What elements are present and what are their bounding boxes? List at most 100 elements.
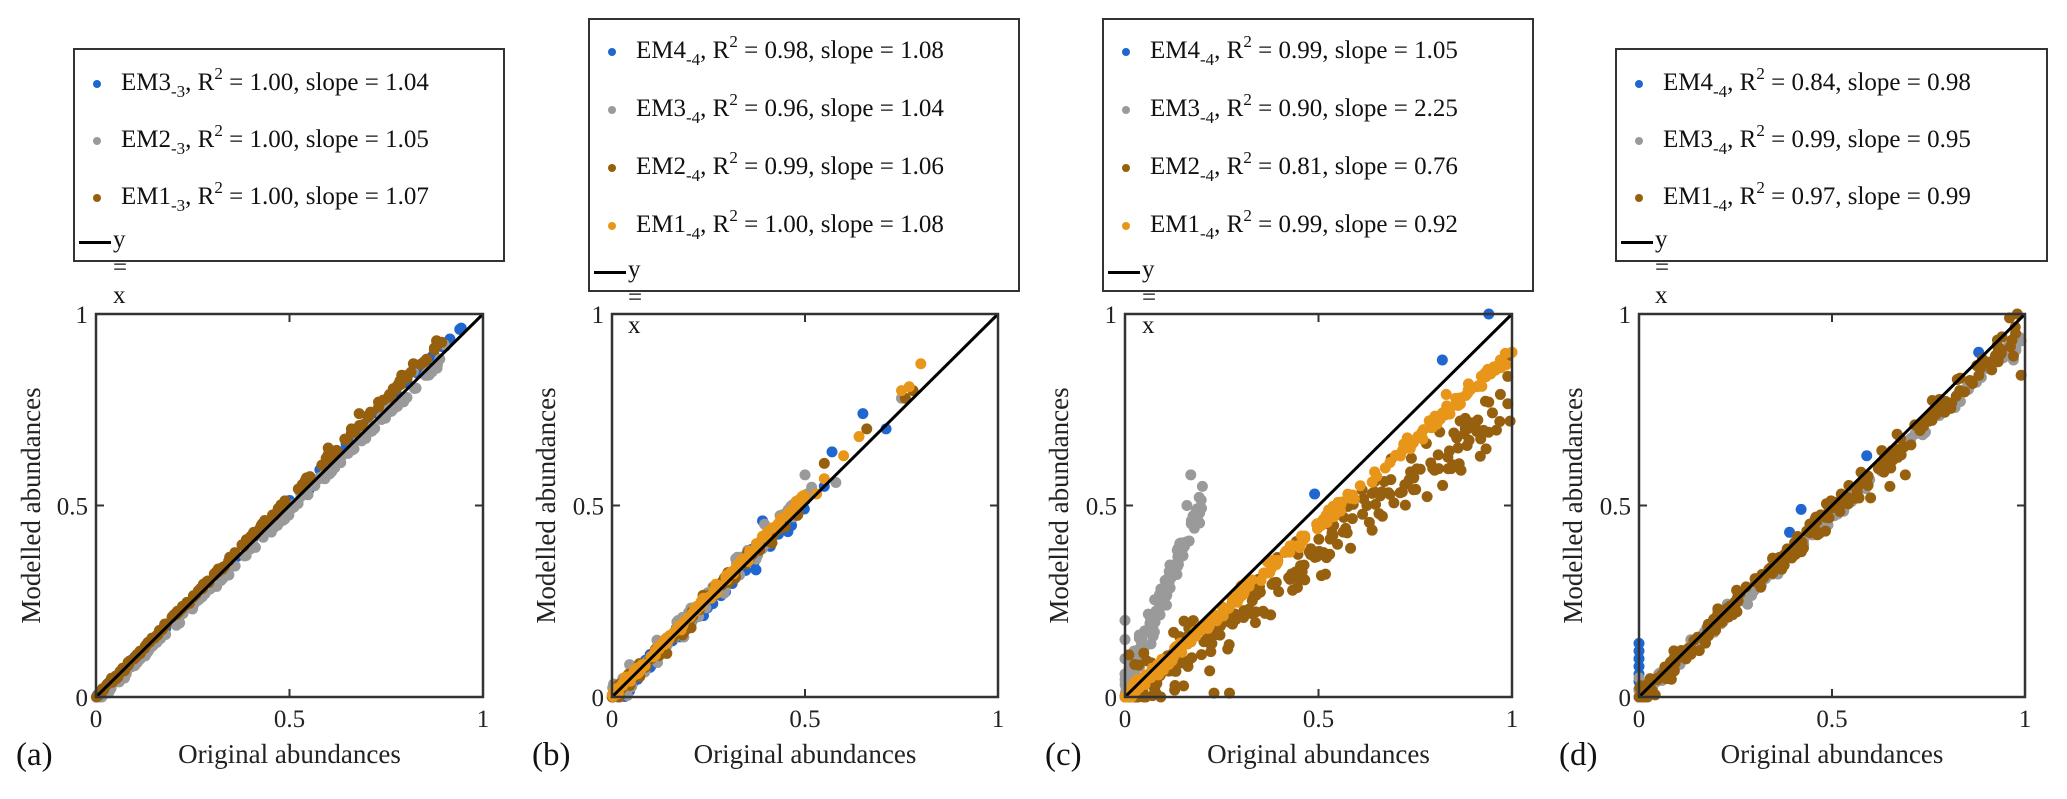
data-point	[1913, 424, 1925, 436]
data-point	[771, 521, 783, 533]
data-point	[1287, 584, 1299, 596]
data-point	[1767, 553, 1779, 565]
data-point	[1171, 569, 1183, 581]
data-point	[1214, 620, 1226, 632]
data-point	[907, 385, 919, 397]
data-point	[735, 554, 747, 566]
data-point	[1444, 402, 1456, 414]
data-point	[1123, 672, 1135, 684]
data-point	[1719, 605, 1731, 617]
data-point	[1214, 629, 1226, 641]
data-point	[1676, 647, 1688, 659]
data-point	[721, 573, 733, 585]
data-point	[678, 615, 690, 627]
data-point	[1119, 691, 1131, 703]
data-point	[747, 548, 759, 560]
data-point	[1741, 588, 1753, 600]
data-point	[1703, 623, 1715, 635]
data-point	[708, 581, 720, 593]
legend-d: EM4-4, R2 = 0.84, slope = 0.98 EM3-4, R2…	[1615, 48, 2048, 309]
data-point	[1191, 503, 1203, 515]
data-point	[1692, 634, 1704, 646]
data-point	[1171, 647, 1183, 659]
data-point	[1945, 402, 1957, 414]
data-point	[786, 506, 798, 518]
data-point	[1459, 422, 1471, 434]
data-point	[880, 423, 892, 435]
data-point	[1250, 589, 1262, 601]
data-point	[1469, 419, 1481, 431]
data-point	[674, 622, 686, 634]
data-point	[1357, 508, 1369, 520]
data-point	[1284, 573, 1296, 585]
slope-value: 2.25	[1414, 95, 1458, 122]
data-point	[1944, 399, 1956, 411]
data-point	[1465, 384, 1477, 396]
data-point	[1394, 487, 1406, 499]
data-point	[1198, 619, 1210, 631]
x-tick-label: 0.5	[274, 706, 305, 733]
data-point	[1158, 596, 1170, 608]
data-point	[1951, 373, 1963, 385]
data-point	[1222, 643, 1234, 655]
data-point	[1941, 402, 1953, 414]
series-name: EM3	[121, 69, 171, 96]
data-point	[609, 684, 621, 696]
data-point	[621, 689, 633, 701]
data-point	[1147, 622, 1159, 634]
data-point	[1179, 537, 1191, 549]
data-point	[1165, 571, 1177, 583]
data-point	[1686, 643, 1698, 655]
data-point	[1427, 462, 1439, 474]
data-point	[1769, 562, 1781, 574]
data-point	[1454, 415, 1466, 427]
data-point	[635, 663, 647, 675]
data-point	[1832, 508, 1844, 520]
data-point	[1238, 611, 1250, 623]
data-point	[626, 681, 638, 693]
data-point	[1140, 691, 1152, 703]
data-point	[2007, 350, 2019, 362]
reference-line-label: y = x	[628, 256, 643, 339]
data-point	[628, 667, 640, 679]
data-point	[1842, 498, 1854, 510]
data-point	[1174, 550, 1186, 562]
data-point	[667, 632, 679, 644]
data-point	[1196, 649, 1208, 661]
data-point	[606, 691, 618, 703]
data-point	[1258, 567, 1270, 579]
data-point	[638, 658, 650, 670]
data-point	[1324, 519, 1336, 531]
data-point	[1195, 623, 1207, 635]
data-point	[1267, 554, 1279, 566]
r2-value: 0.96	[764, 95, 809, 122]
data-point	[1206, 615, 1218, 627]
data-point	[1679, 645, 1691, 657]
data-point	[861, 423, 873, 435]
data-point	[1954, 395, 1966, 407]
x-tick-label: 0	[606, 706, 619, 733]
data-point	[743, 554, 755, 566]
data-point	[707, 581, 719, 593]
data-point	[1442, 405, 1454, 417]
data-point	[1148, 626, 1160, 638]
y-tick-label: 0.5	[1600, 494, 1631, 521]
data-point	[1466, 417, 1478, 429]
data-point	[1823, 509, 1835, 521]
data-point	[1192, 504, 1204, 516]
data-point	[1746, 589, 1758, 601]
data-point	[1128, 679, 1140, 691]
data-point	[1292, 548, 1304, 560]
data-point	[1772, 566, 1784, 578]
data-point	[725, 566, 737, 578]
data-point	[672, 623, 684, 635]
data-point	[1820, 515, 1832, 527]
data-point	[1494, 416, 1506, 428]
data-point	[639, 654, 651, 666]
data-point	[1259, 607, 1271, 619]
data-point	[1440, 406, 1452, 418]
data-point	[742, 551, 754, 563]
data-point	[799, 490, 811, 502]
data-point	[779, 516, 791, 528]
data-point	[1441, 400, 1453, 412]
